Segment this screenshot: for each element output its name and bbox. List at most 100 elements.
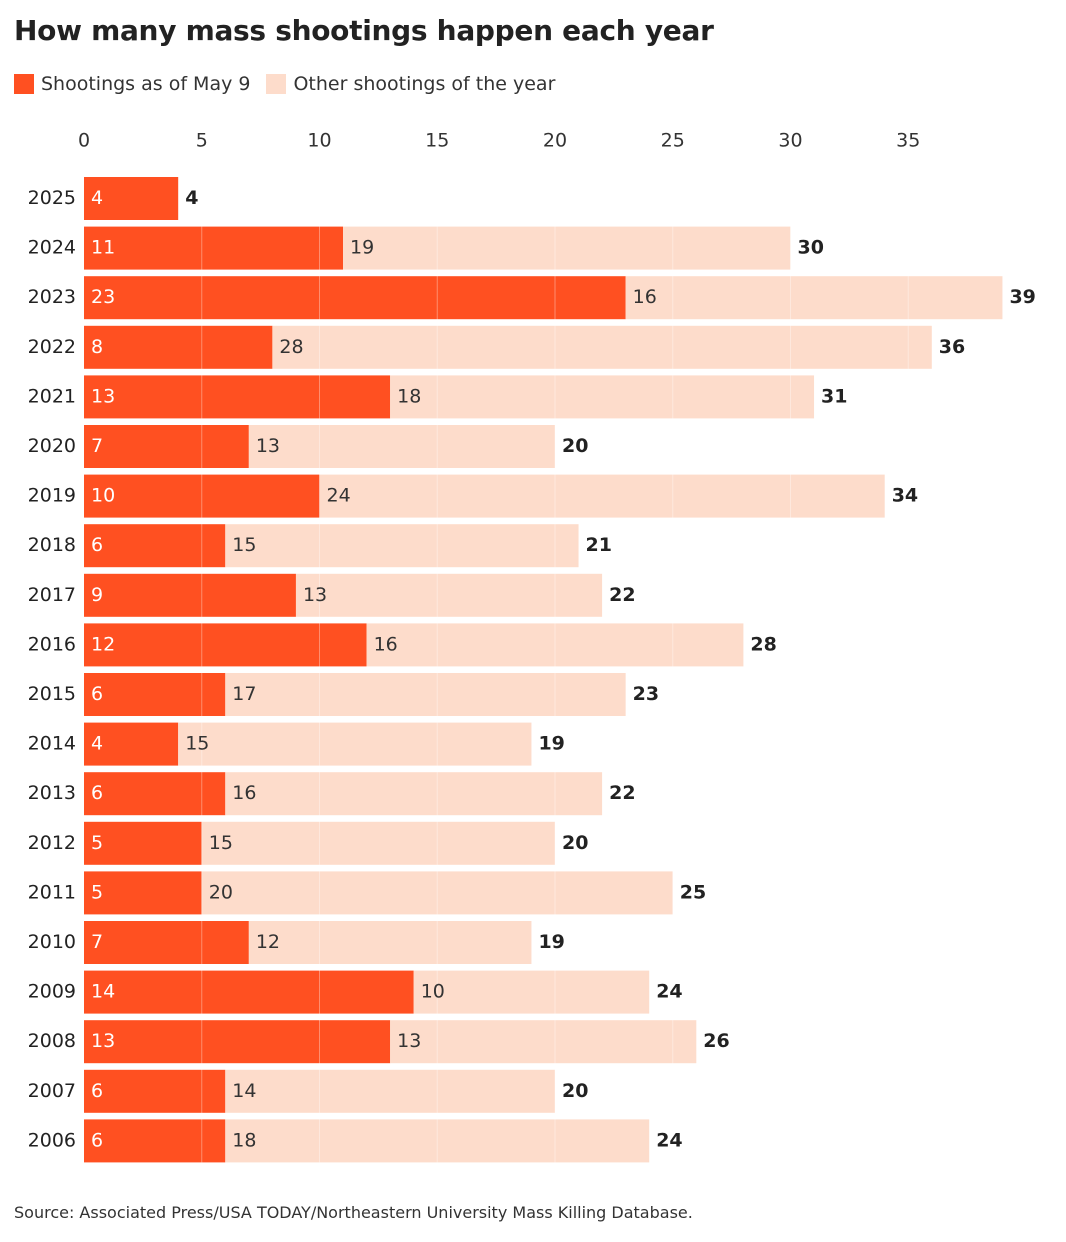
- bar-may9: [84, 623, 367, 667]
- bar-may9: [84, 1119, 226, 1163]
- legend-label-other: Other shootings of the year: [293, 73, 556, 95]
- bar-other-label: 13: [303, 584, 327, 606]
- bar-may9: [84, 1020, 391, 1064]
- bar-other: [272, 325, 932, 369]
- chart-legend: Shootings as of May 9 Other shootings of…: [14, 73, 571, 95]
- bar-other-label: 10: [421, 981, 445, 1003]
- x-tick-label: 15: [425, 130, 449, 152]
- bar-may9: [84, 375, 391, 419]
- x-tick-label: 35: [896, 130, 920, 152]
- bar-other-label: 15: [209, 832, 233, 854]
- bars: [84, 177, 1003, 1163]
- bar-may9-label: 9: [91, 584, 103, 606]
- bar-other-label: 24: [327, 485, 351, 507]
- bar-may9-label: 8: [91, 336, 103, 358]
- legend-item-other: Other shootings of the year: [266, 73, 555, 95]
- x-tick-label: 0: [78, 130, 90, 152]
- bar-may9-label: 7: [91, 435, 103, 457]
- bar-other-label: 18: [397, 385, 421, 407]
- bar-other: [366, 623, 744, 667]
- x-tick-label: 10: [307, 130, 331, 152]
- bar-may9-label: 10: [91, 485, 115, 507]
- year-label: 2020: [28, 435, 76, 457]
- x-tick-label: 30: [778, 130, 802, 152]
- bar-other-label: 28: [279, 336, 303, 358]
- bar-may9-label: 4: [91, 187, 103, 209]
- bar-may9: [84, 821, 202, 865]
- bar-total-label: 24: [656, 981, 682, 1003]
- legend-item-may9: Shootings as of May 9: [14, 73, 250, 95]
- bar-other-label: 16: [633, 286, 657, 308]
- bar-total-label: 22: [609, 584, 635, 606]
- year-label: 2013: [28, 782, 76, 804]
- year-label: 2025: [28, 187, 76, 209]
- bar-other-label: 12: [256, 931, 280, 953]
- legend-swatch-other: [266, 74, 287, 94]
- bar-other-label: 17: [232, 683, 256, 705]
- bar-may9-label: 23: [91, 286, 115, 308]
- bar-total-label: 36: [939, 336, 965, 358]
- year-label: 2015: [28, 683, 76, 705]
- bar-other: [319, 474, 885, 518]
- bar-may9: [84, 425, 249, 468]
- bar-other: [343, 226, 791, 270]
- bar-may9: [84, 673, 226, 716]
- bar-may9-label: 12: [91, 633, 115, 655]
- bar-may9: [84, 970, 414, 1014]
- bar-other: [225, 524, 579, 568]
- bar-total-label: 34: [892, 485, 918, 507]
- bar-total-label: 22: [609, 782, 635, 804]
- bar-other: [248, 425, 555, 468]
- bar-may9-label: 13: [91, 385, 115, 407]
- x-tick-label: 20: [543, 130, 567, 152]
- bar-total-label: 31: [821, 385, 847, 407]
- bar-other: [201, 821, 555, 865]
- year-label: 2019: [28, 485, 76, 507]
- bar-other: [178, 722, 532, 766]
- bar-other-label: 16: [374, 633, 398, 655]
- bar-may9-label: 7: [91, 931, 103, 953]
- bar-may9: [84, 325, 273, 369]
- x-axis: 0 5 10 15 20 25 30 35: [78, 130, 920, 152]
- bar-total-label: 19: [538, 931, 564, 953]
- year-label: 2014: [28, 733, 76, 755]
- bar-other: [225, 772, 603, 816]
- bar-total-label: 20: [562, 1080, 588, 1102]
- bar-other: [225, 1119, 650, 1163]
- bar-total-label: 26: [703, 1030, 729, 1052]
- bar-may9-label: 6: [91, 1129, 103, 1151]
- bar-other: [390, 375, 815, 419]
- bar-total-label: 24: [656, 1129, 682, 1151]
- bar-other-label: 13: [256, 435, 280, 457]
- bar-may9: [84, 921, 249, 964]
- bar-other-label: 13: [397, 1030, 421, 1052]
- bar-may9-label: 6: [91, 1080, 103, 1102]
- bar-other: [295, 573, 603, 617]
- bar-total-label: 30: [798, 237, 824, 259]
- year-label: 2010: [28, 931, 76, 953]
- bar-other: [625, 276, 1003, 320]
- bar-total-label: 4: [185, 187, 198, 209]
- bar-may9-label: 4: [91, 733, 103, 755]
- bar-total-label: 19: [538, 733, 564, 755]
- bar-other-label: 14: [232, 1080, 256, 1102]
- bar-other-label: 15: [185, 733, 209, 755]
- x-tick-label: 5: [196, 130, 208, 152]
- gridlines: [201, 177, 909, 1163]
- bar-may9: [84, 524, 226, 568]
- bar-other-label: 18: [232, 1129, 256, 1151]
- year-label: 2024: [28, 237, 76, 259]
- bar-other-label: 15: [232, 534, 256, 556]
- bar-total-label: 23: [633, 683, 659, 705]
- bar-other: [390, 1020, 697, 1064]
- bar-total-label: 21: [586, 534, 612, 556]
- bar-may9-label: 14: [91, 981, 115, 1003]
- year-label: 2023: [28, 286, 76, 308]
- bar-total-label: 28: [750, 633, 776, 655]
- year-label: 2021: [28, 385, 76, 407]
- bar-other: [225, 673, 626, 716]
- year-label: 2016: [28, 633, 76, 655]
- year-label: 2022: [28, 336, 76, 358]
